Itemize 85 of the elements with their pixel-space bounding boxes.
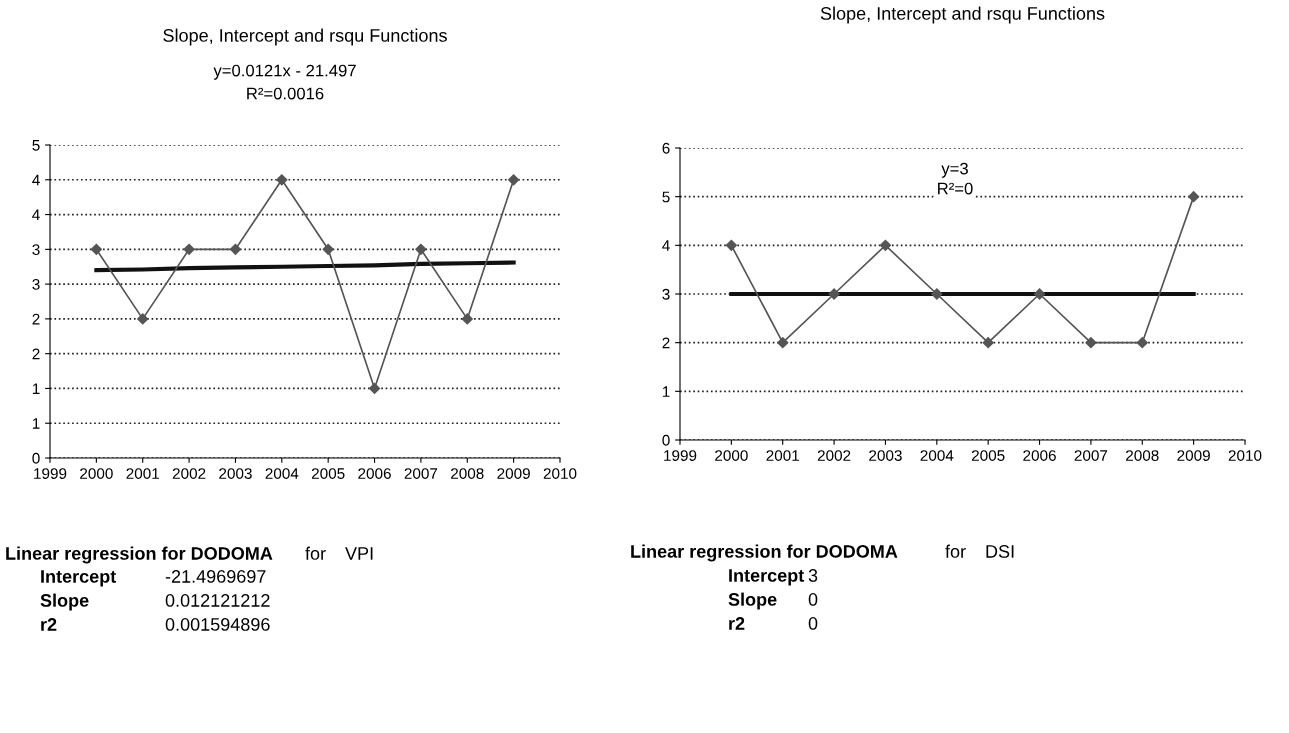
- x-tick-label: 2001: [766, 450, 799, 461]
- point: [1085, 337, 1097, 349]
- point: [879, 239, 892, 251]
- y-tick-label: 2: [662, 337, 670, 349]
- text: Intercept: [41, 570, 117, 587]
- point: [415, 243, 427, 255]
- point: [276, 174, 288, 186]
- text: 0.001594896: [165, 618, 270, 631]
- annotation: y=3: [941, 162, 968, 178]
- point: [777, 337, 789, 349]
- x-tick-label: 2002: [172, 468, 206, 479]
- x-tick-label: 2008: [451, 468, 484, 479]
- x-tick-label: 2007: [1074, 450, 1108, 461]
- text: Linear regression for DODOMA: [6, 546, 273, 564]
- y-tick-label: 3: [662, 288, 670, 300]
- point: [461, 313, 473, 325]
- text: y=0.0121x - 21.497: [213, 64, 356, 80]
- text: DSI: [986, 545, 1014, 558]
- text: r2: [729, 617, 745, 630]
- x-tick-label: 2008: [1126, 450, 1159, 461]
- point: [725, 239, 737, 251]
- text: for: [305, 546, 326, 560]
- x-tick-label: 2004: [920, 450, 954, 461]
- x-tick-label: 2003: [219, 468, 252, 479]
- text: 0: [808, 593, 818, 606]
- point: [1188, 191, 1200, 203]
- y-tick-label: 0: [662, 434, 670, 446]
- point: [183, 243, 195, 255]
- point: [229, 243, 242, 255]
- x-tick-label: 1999: [34, 468, 67, 479]
- y-tick-label: 6: [662, 142, 670, 154]
- x-tick-label: 2004: [265, 468, 299, 479]
- y-tick-label: 1: [662, 386, 670, 397]
- text: Slope: [40, 593, 89, 611]
- x-tick-label: 2006: [358, 468, 391, 479]
- point: [982, 337, 994, 349]
- line-series: [94, 260, 516, 273]
- x-tick-label: 2003: [869, 450, 902, 461]
- x-tick-label: 2001: [126, 468, 159, 479]
- text: VPI: [345, 547, 373, 560]
- point: [137, 313, 149, 325]
- y-tick-label: 1: [32, 418, 40, 429]
- y-tick-label: 4: [32, 209, 40, 221]
- x-tick-label: 2007: [404, 468, 438, 479]
- x-tick-label: 1999: [664, 450, 697, 461]
- x-tick-label: 2000: [715, 450, 748, 461]
- y-tick-label: 1: [32, 383, 40, 394]
- text: 0.012121212: [165, 594, 270, 607]
- y-tick-label: 4: [32, 174, 40, 186]
- x-tick-label: 2009: [497, 468, 530, 479]
- text: Linear regression for DODOMA: [631, 544, 898, 562]
- text: Intercept: [729, 569, 805, 586]
- y-tick-label: 2: [32, 348, 40, 360]
- text: 0: [808, 617, 818, 630]
- x-tick-label: 2006: [1023, 450, 1056, 461]
- point: [90, 243, 102, 255]
- y-tick-label: 0: [32, 452, 40, 464]
- y-tick-label: 5: [662, 191, 670, 203]
- x-tick-label: 2010: [1228, 450, 1262, 461]
- chart-title: Slope, Intercept and rsqu Functions: [163, 28, 447, 46]
- y-tick-label: 4: [662, 240, 670, 251]
- text: R²=0.0016: [247, 87, 324, 100]
- text: 3: [808, 569, 818, 582]
- text: Slope: [728, 592, 777, 610]
- y-tick-label: 3: [32, 244, 40, 256]
- text: for: [945, 544, 966, 558]
- x-tick-label: 2000: [80, 468, 113, 479]
- y-tick-label: 3: [32, 278, 40, 290]
- point: [368, 382, 381, 395]
- x-tick-label: 2002: [817, 450, 851, 461]
- x-tick-label: 2005: [311, 468, 345, 479]
- point: [508, 174, 520, 186]
- point: [322, 243, 334, 255]
- point: [1136, 337, 1148, 349]
- annotation: R²=0: [938, 182, 973, 195]
- x-tick-label: 2010: [543, 468, 577, 479]
- text: -21.4969697: [165, 570, 266, 583]
- point: [931, 288, 943, 300]
- x-tick-label: 2005: [971, 450, 1005, 461]
- point: [1033, 288, 1046, 300]
- y-tick-label: 2: [32, 313, 40, 325]
- x-tick-label: 2009: [1177, 450, 1210, 461]
- y-tick-label: 5: [32, 140, 40, 151]
- text: r2: [41, 618, 57, 631]
- chart-title: Slope, Intercept and rsqu Functions: [820, 6, 1105, 24]
